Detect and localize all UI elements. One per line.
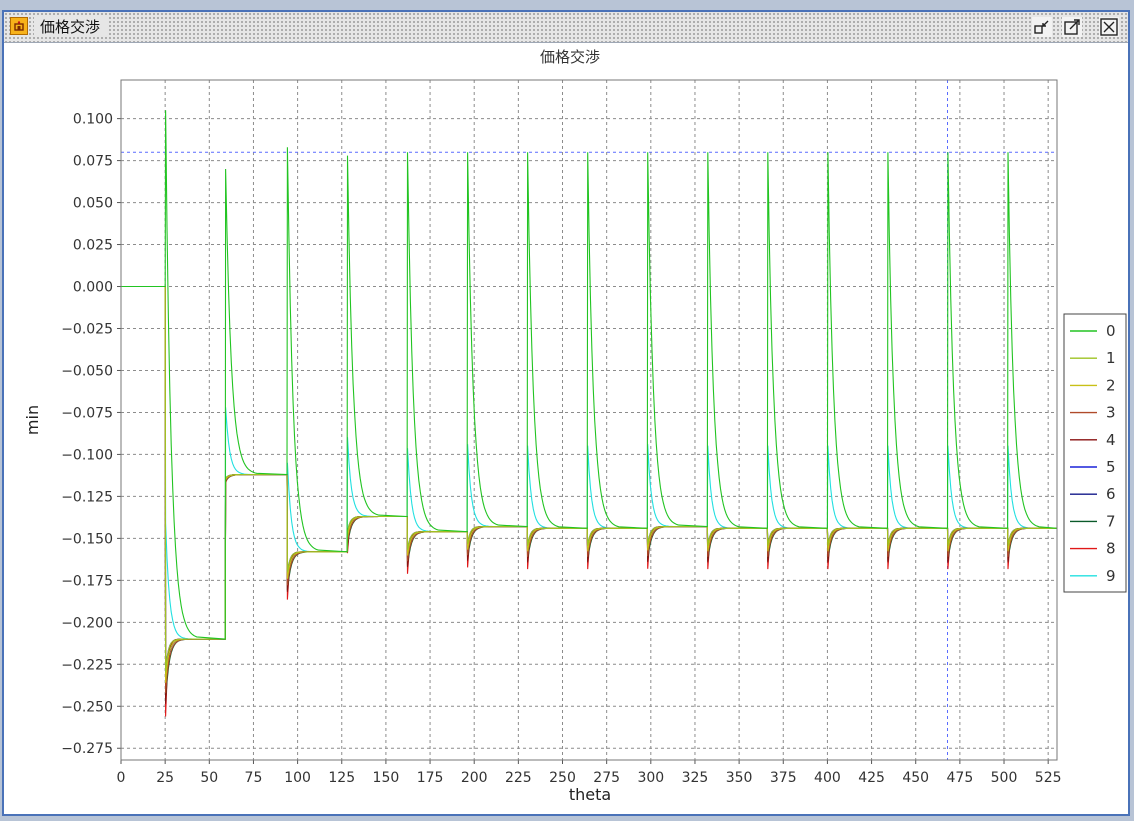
window-title: 価格交渉: [34, 17, 108, 37]
x-tick-label: 250: [549, 770, 576, 786]
x-tick-label: 225: [505, 770, 532, 786]
y-tick-label: −0.050: [61, 363, 113, 379]
x-tick-label: 175: [417, 770, 444, 786]
legend-label-4: 4: [1106, 431, 1116, 449]
legend-label-2: 2: [1106, 376, 1116, 394]
legend-box: [1064, 314, 1126, 592]
x-tick-label: 150: [373, 770, 400, 786]
y-tick-label: 0.000: [73, 280, 113, 296]
maximize-button[interactable]: [1062, 17, 1082, 37]
x-tick-label: 425: [858, 770, 885, 786]
window-titlebar[interactable]: 価格交渉: [4, 12, 1128, 43]
legend-label-6: 6: [1106, 485, 1116, 503]
x-tick-label: 325: [682, 770, 709, 786]
x-tick-label: 25: [156, 770, 174, 786]
y-axis-label: min: [23, 405, 42, 435]
x-tick-label: 350: [726, 770, 753, 786]
legend-label-0: 0: [1106, 322, 1116, 340]
y-tick-label: −0.200: [61, 615, 113, 631]
y-tick-label: 0.075: [73, 154, 113, 170]
x-tick-label: 275: [593, 770, 620, 786]
x-tick-label: 0: [117, 770, 126, 786]
y-tick-label: 0.100: [73, 112, 113, 128]
x-tick-label: 375: [770, 770, 797, 786]
chart-title: 価格交渉: [540, 48, 600, 66]
x-tick-label: 300: [637, 770, 664, 786]
line-chart: 0 25 50 75 100 125 150 175 200 225 250 275 300 325 350…: [4, 42, 1128, 814]
legend-label-3: 3: [1106, 404, 1116, 422]
y-tick-label: −0.075: [61, 405, 113, 421]
y-tick-label: 0.050: [73, 196, 113, 212]
x-tick-label: 100: [284, 770, 311, 786]
close-icon: [1099, 17, 1119, 37]
maximize-icon: [1062, 17, 1082, 37]
x-tick-label: 400: [814, 770, 841, 786]
legend-label-8: 8: [1106, 540, 1116, 558]
legend-label-1: 1: [1106, 349, 1116, 367]
y-tick-label: 0.025: [73, 238, 113, 254]
y-tick-label: −0.225: [61, 657, 113, 673]
close-button[interactable]: [1099, 17, 1119, 37]
plot-background: [121, 80, 1057, 760]
minimize-icon: [1032, 17, 1052, 37]
y-tick-label: −0.025: [61, 321, 113, 337]
y-tick-label: −0.250: [61, 699, 113, 715]
y-tick-label: −0.125: [61, 489, 113, 505]
x-tick-label: 200: [461, 770, 488, 786]
legend-label-9: 9: [1106, 567, 1116, 585]
x-tick-label: 475: [947, 770, 974, 786]
x-tick-label: 525: [1035, 770, 1062, 786]
legend-label-7: 7: [1106, 512, 1116, 530]
x-tick-label: 50: [200, 770, 218, 786]
app-icon: [10, 17, 28, 35]
x-tick-label: 450: [902, 770, 929, 786]
x-tick-label: 500: [991, 770, 1018, 786]
x-axis-label: theta: [569, 785, 611, 804]
y-tick-label: −0.150: [61, 531, 113, 547]
x-tick-label: 75: [245, 770, 263, 786]
chart-window: 価格交渉 0 25 50 75 100 125 150 175 200 225 250 275 300 3…: [2, 10, 1130, 816]
chart-area: 0 25 50 75 100 125 150 175 200 225 250 275 300 325 350…: [4, 42, 1128, 818]
y-tick-label: −0.275: [61, 741, 113, 757]
y-tick-label: −0.100: [61, 447, 113, 463]
legend-label-5: 5: [1106, 458, 1116, 476]
x-tick-label: 125: [328, 770, 355, 786]
minimize-button[interactable]: [1032, 17, 1052, 37]
y-tick-label: −0.175: [61, 573, 113, 589]
